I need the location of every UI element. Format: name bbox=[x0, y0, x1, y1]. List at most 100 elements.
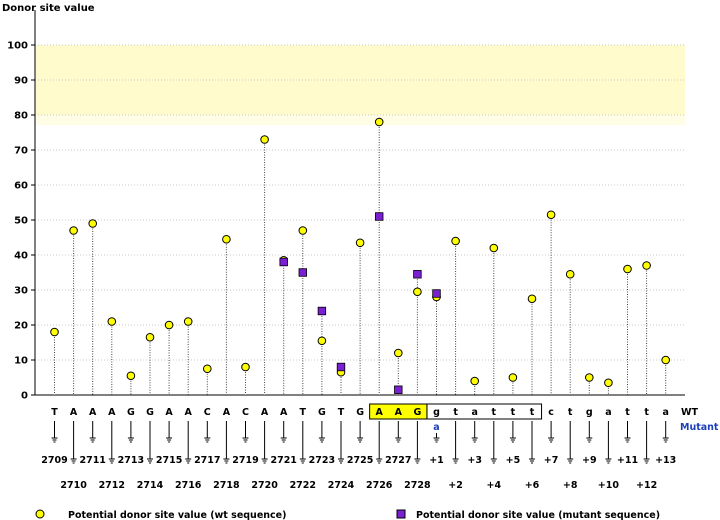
wt-point bbox=[508, 373, 518, 382]
wt-point bbox=[298, 226, 308, 235]
band-fade bbox=[35, 115, 685, 125]
y-tick-label: 90 bbox=[14, 76, 28, 87]
base-letter: G bbox=[318, 407, 326, 418]
base-letter: G bbox=[356, 407, 364, 418]
base-letter: G bbox=[413, 407, 421, 418]
base-letter: T bbox=[51, 407, 58, 418]
wt-point bbox=[565, 269, 575, 279]
position-label: 2711 bbox=[79, 455, 105, 466]
position-label: 2715 bbox=[156, 455, 182, 466]
position-label: 2719 bbox=[232, 455, 258, 466]
y-tick-label: 60 bbox=[14, 181, 28, 192]
base-letter: a bbox=[471, 407, 477, 418]
wt-point bbox=[222, 234, 231, 244]
wt-point bbox=[107, 317, 117, 326]
base-letter: A bbox=[108, 407, 116, 418]
wt-points bbox=[50, 117, 671, 388]
base-letter: A bbox=[261, 407, 269, 418]
wt-point bbox=[164, 320, 174, 330]
wt-point bbox=[355, 238, 365, 248]
position-label: +6 bbox=[525, 480, 540, 491]
position-label: 2721 bbox=[270, 455, 296, 466]
position-label: +4 bbox=[487, 480, 502, 491]
mutant-point bbox=[432, 289, 441, 298]
base-letter: A bbox=[280, 407, 288, 418]
base-letter: T bbox=[300, 407, 307, 418]
position-label: 2720 bbox=[251, 480, 278, 491]
base-letter: C bbox=[204, 407, 211, 418]
y-tick-label: 100 bbox=[7, 41, 28, 52]
wt-point bbox=[183, 317, 193, 326]
wt-point bbox=[642, 261, 651, 270]
y-tick-label: 50 bbox=[14, 216, 28, 227]
legend-wt-marker bbox=[35, 509, 45, 519]
position-label: 2723 bbox=[309, 455, 335, 466]
y-tick-label: 0 bbox=[21, 391, 28, 402]
base-letter: t bbox=[644, 407, 649, 418]
wt-point bbox=[126, 371, 136, 381]
sequence-highlights bbox=[369, 403, 543, 420]
base-letter: A bbox=[165, 407, 173, 418]
y-tick-label: 80 bbox=[14, 111, 28, 122]
position-label: +9 bbox=[582, 455, 597, 466]
mutant-point bbox=[394, 385, 403, 394]
position-label: +1 bbox=[429, 455, 444, 466]
legend: Potential donor site value (wt sequence)… bbox=[35, 509, 660, 520]
position-label: +7 bbox=[544, 455, 559, 466]
base-letter: A bbox=[395, 407, 403, 418]
legend-mut-label: Potential donor site value (mutant seque… bbox=[416, 510, 660, 520]
wt-point bbox=[585, 373, 594, 382]
base-letter: A bbox=[89, 407, 97, 418]
wt-point bbox=[451, 236, 460, 246]
base-letter: A bbox=[223, 407, 231, 418]
position-label: 2710 bbox=[60, 480, 87, 491]
position-label: 2722 bbox=[290, 480, 316, 491]
base-letter: A bbox=[70, 407, 78, 418]
position-label: 2726 bbox=[366, 480, 393, 491]
position-labels: 2709 2710 2711 2712 2713 2714 2715 2716 2717 2718… bbox=[41, 455, 676, 491]
wt-point bbox=[394, 348, 403, 358]
mutant-point bbox=[279, 257, 288, 267]
position-label: +11 bbox=[617, 455, 638, 466]
mutant-point bbox=[413, 270, 422, 279]
wt-point bbox=[527, 294, 537, 304]
position-label: +8 bbox=[563, 480, 578, 491]
y-tick-label: 10 bbox=[14, 356, 28, 367]
y-gridlines bbox=[31, 44, 685, 396]
base-letter: G bbox=[127, 407, 135, 418]
base-letter: A bbox=[376, 407, 384, 418]
wt-point bbox=[241, 362, 250, 372]
wt-point bbox=[260, 135, 269, 144]
position-label: 2716 bbox=[175, 480, 202, 491]
wt-point bbox=[546, 210, 556, 220]
wt-point bbox=[470, 376, 480, 386]
base-letter: g bbox=[586, 407, 593, 418]
position-label: +12 bbox=[636, 480, 657, 491]
stems bbox=[54, 122, 667, 395]
base-letter: t bbox=[625, 407, 630, 418]
mutant-point bbox=[317, 306, 327, 316]
position-label: +13 bbox=[655, 455, 676, 466]
wt-point bbox=[145, 332, 155, 342]
wt-row-label: WT bbox=[681, 407, 698, 418]
intron-box bbox=[426, 403, 543, 420]
y-tick-label: 20 bbox=[14, 321, 28, 332]
mutant-point bbox=[298, 268, 307, 277]
wt-point bbox=[661, 355, 671, 365]
base-letter: t bbox=[511, 407, 516, 418]
wt-point bbox=[88, 219, 97, 228]
position-label: +3 bbox=[467, 455, 482, 466]
wt-point bbox=[623, 264, 632, 274]
y-tick-label: 70 bbox=[14, 146, 28, 157]
mutant-row-label: Mutant bbox=[680, 422, 719, 433]
legend-mut-marker bbox=[396, 509, 406, 519]
y-tick-label: 30 bbox=[14, 286, 28, 297]
position-label: 2714 bbox=[137, 480, 164, 491]
y-axis-title: Donor site value bbox=[2, 3, 95, 14]
y-tick-labels: 0 10 20 30 40 50 60 70 80 90 100 bbox=[7, 41, 28, 402]
wt-point bbox=[413, 287, 422, 297]
mutant-points bbox=[279, 212, 441, 394]
y-tick-label: 40 bbox=[14, 251, 28, 262]
axes bbox=[34, 10, 685, 396]
